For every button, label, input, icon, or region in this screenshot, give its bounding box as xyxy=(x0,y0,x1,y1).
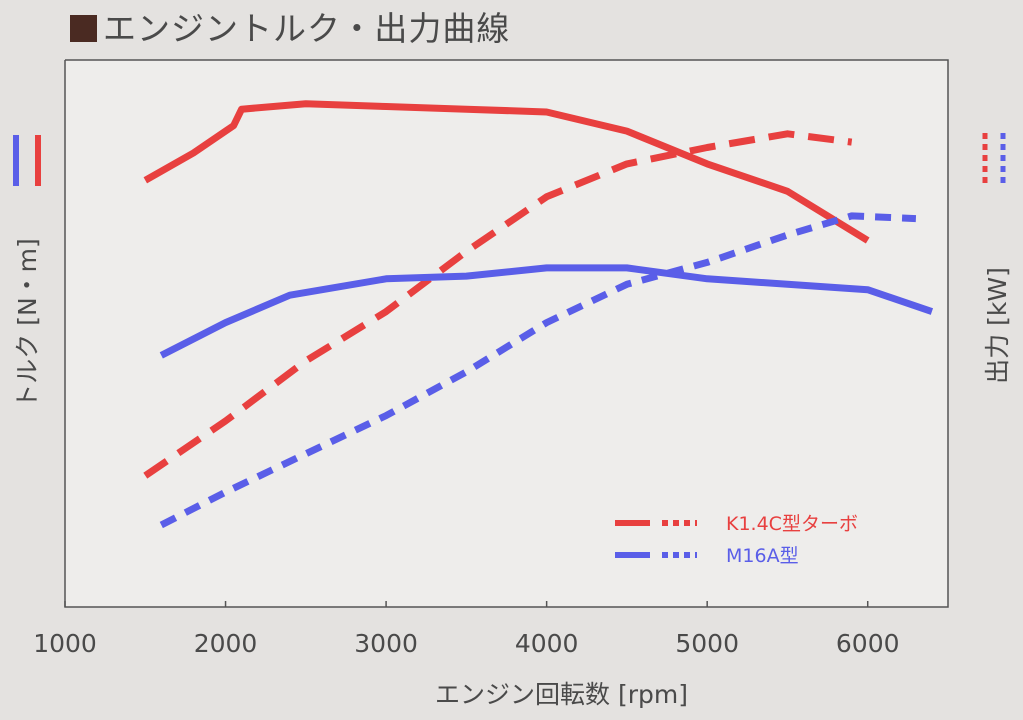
legend-m16a-label: M16A型 xyxy=(726,545,799,567)
left-axis-series-markers xyxy=(13,135,41,186)
x-tick-label: 3000 xyxy=(354,629,418,658)
legend-item-m16a: M16A型 xyxy=(615,545,799,567)
m16a-power-line xyxy=(159,212,917,529)
m16a-torque-line xyxy=(159,264,934,359)
legend: K1.4C型ターボ M16A型 xyxy=(615,513,858,567)
x-ticks: 1000 2000 3000 4000 5000 6000 xyxy=(33,601,900,658)
x-tick-label: 6000 xyxy=(836,629,900,658)
legend-item-k14c: K1.4C型ターボ xyxy=(615,513,858,535)
x-axis-label: エンジン回転数 [rpm] xyxy=(435,680,688,709)
k14c-power-line xyxy=(143,130,853,479)
axes xyxy=(64,59,949,608)
x-tick-label: 1000 xyxy=(33,629,97,658)
y-axis-label-right: 出力 [kW] xyxy=(983,267,1012,384)
series-layer xyxy=(143,100,934,529)
legend-k14c-label: K1.4C型ターボ xyxy=(726,513,858,535)
x-tick-label: 5000 xyxy=(675,629,739,658)
right-axis-series-markers xyxy=(982,133,1006,187)
x-tick-label: 2000 xyxy=(194,629,258,658)
plot-frame xyxy=(64,59,949,608)
chart-title: エンジントルク・出力曲線 xyxy=(70,2,510,50)
title-square-icon xyxy=(70,15,97,42)
x-tick-label: 4000 xyxy=(515,629,579,658)
k14c-torque-line xyxy=(143,100,870,244)
y-axis-label-left: トルク [N・m] xyxy=(13,238,42,409)
plot-area xyxy=(65,60,948,607)
chart-title-text: エンジントルク・出力曲線 xyxy=(103,9,511,48)
